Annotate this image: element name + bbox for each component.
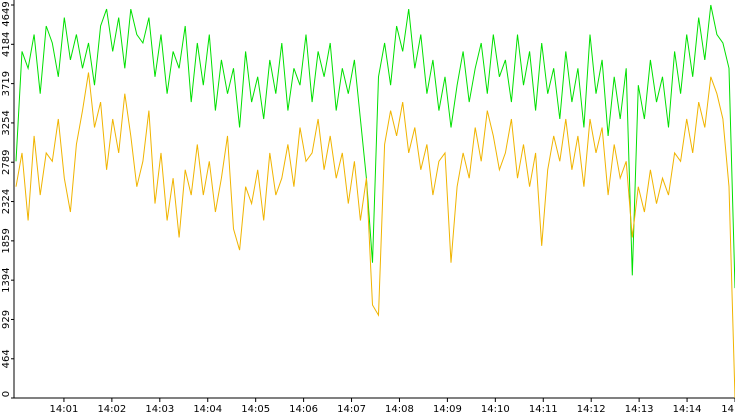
x-tick-label: 14:05 bbox=[241, 404, 270, 415]
x-tick-label: 14:02 bbox=[97, 404, 126, 415]
y-tick-label: 2324 bbox=[1, 189, 12, 214]
x-tick-label: 14:14 bbox=[673, 404, 702, 415]
y-tick-label: 929 bbox=[1, 310, 12, 329]
y-tick-label: 4184 bbox=[1, 32, 12, 57]
x-tick-label: 14:12 bbox=[577, 404, 606, 415]
y-tick-label: 1394 bbox=[1, 267, 12, 292]
x-tick-label: 14:04 bbox=[193, 404, 222, 415]
x-tick-label: 14:13 bbox=[625, 404, 654, 415]
y-tick-label: 0 bbox=[1, 391, 12, 397]
y-tick-label: 464 bbox=[1, 349, 12, 368]
y-tick-label: 4649 bbox=[1, 1, 12, 26]
x-tick-label: 14:08 bbox=[385, 404, 414, 415]
x-tick-label: 14 bbox=[721, 404, 734, 415]
x-tick-label: 14:10 bbox=[481, 404, 510, 415]
x-tick-label: 14:11 bbox=[529, 404, 558, 415]
y-tick-label: 3254 bbox=[1, 110, 12, 135]
series-line bbox=[15, 72, 735, 399]
x-tick-label: 14:06 bbox=[289, 404, 318, 415]
y-tick-label: 2789 bbox=[1, 150, 12, 175]
y-tick-label: 3719 bbox=[1, 71, 12, 96]
series-line bbox=[15, 4, 735, 289]
x-tick-label: 14:09 bbox=[433, 404, 462, 415]
x-tick-label: 14:07 bbox=[337, 404, 366, 415]
x-tick-label: 14:01 bbox=[50, 404, 79, 415]
x-tick-label: 14:03 bbox=[145, 404, 174, 415]
y-tick-label: 1859 bbox=[1, 228, 12, 253]
